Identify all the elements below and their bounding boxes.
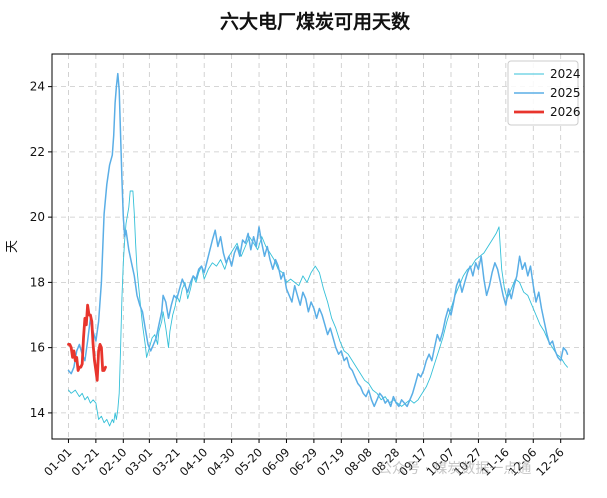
x-tick-label: 01-01 [41, 445, 75, 479]
x-tick-label: 02-10 [96, 445, 130, 479]
x-tick-label: 06-29 [286, 445, 320, 479]
chart-title: 六大电厂煤炭可用天数 [220, 10, 411, 33]
y-tick-label: 22 [30, 145, 45, 159]
x-tick-label: 08-08 [341, 445, 375, 479]
x-tick-label: 03-01 [122, 445, 156, 479]
series-line-2024 [68, 190, 568, 427]
y-tick-label: 16 [30, 341, 45, 355]
plot-area [51, 53, 585, 440]
y-tick-label: 24 [30, 80, 45, 94]
series-line-2025 [67, 72, 569, 408]
x-tick-label: 05-20 [232, 445, 266, 479]
grid [52, 54, 584, 439]
legend: 2024 2025 2026 [507, 60, 581, 126]
y-tick-label: 14 [30, 406, 45, 420]
legend-label-2024: 2024 [550, 67, 581, 81]
x-tick-label: 06-09 [259, 445, 293, 479]
y-axis: 14 16 18 20 22 24 [30, 80, 52, 420]
x-tick-label: 04-30 [204, 445, 238, 479]
x-tick-label: 04-10 [177, 445, 211, 479]
y-tick-label: 18 [30, 275, 45, 289]
legend-label-2025: 2025 [550, 86, 581, 100]
x-tick-label: 12-26 [533, 445, 567, 479]
watermark: 公众号 · 煤炭数据一点通 [378, 461, 532, 477]
series-line-2026 [67, 303, 107, 382]
y-tick-label: 20 [30, 210, 45, 224]
x-tick-label: 07-19 [314, 445, 348, 479]
series-lines [67, 72, 569, 427]
legend-label-2026: 2026 [550, 105, 581, 119]
y-axis-label: 天 [5, 240, 20, 253]
x-tick-label: 01-21 [68, 445, 102, 479]
x-tick-label: 03-21 [149, 445, 183, 479]
